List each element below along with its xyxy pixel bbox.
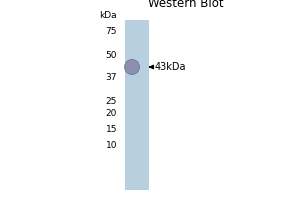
Text: 20: 20 xyxy=(106,110,117,118)
Text: 37: 37 xyxy=(106,72,117,82)
Text: kDa: kDa xyxy=(99,11,117,20)
Text: 15: 15 xyxy=(106,124,117,134)
Text: 25: 25 xyxy=(106,98,117,106)
Ellipse shape xyxy=(124,59,140,75)
Text: 43kDa: 43kDa xyxy=(154,62,186,72)
Text: Western Blot: Western Blot xyxy=(148,0,224,10)
Bar xyxy=(124,20,148,190)
Text: 50: 50 xyxy=(106,51,117,60)
Text: 10: 10 xyxy=(106,142,117,150)
Text: 75: 75 xyxy=(106,26,117,36)
